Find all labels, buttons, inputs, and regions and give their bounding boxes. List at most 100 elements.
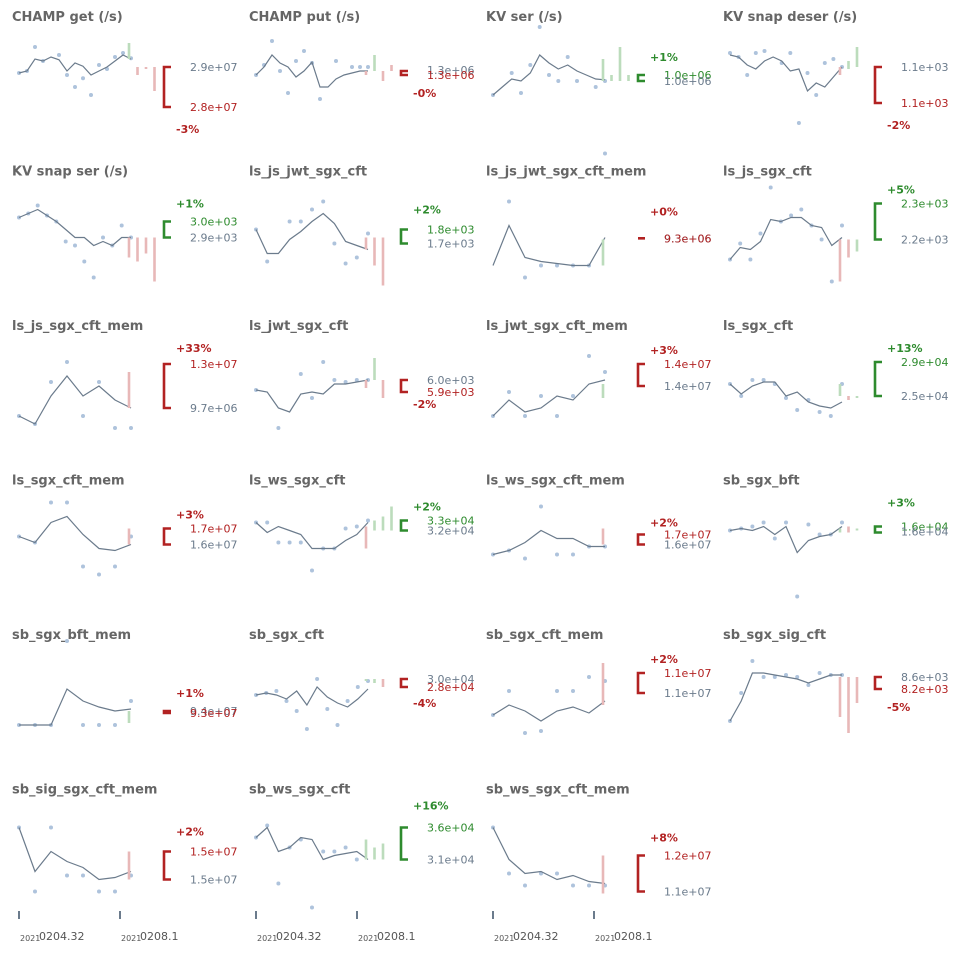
change-bar [153,238,156,282]
change-bar [847,240,850,258]
data-point [332,850,336,854]
value-label: 1.2e+07 [664,850,711,863]
change-bar [839,529,842,533]
change-bar [373,848,376,860]
change-bar [373,238,376,266]
value-label: 1.5e+07 [190,874,237,887]
data-point [325,707,329,711]
data-point [294,59,298,63]
value-label: 1.1e+07 [664,886,711,899]
data-point [81,723,85,727]
data-point [830,280,834,284]
range-bracket [401,230,408,244]
change-bar [382,238,385,286]
series-line [256,55,368,87]
percent-change-label: -3% [176,123,199,136]
range-bracket [638,364,645,386]
range-bracket [164,711,171,713]
data-point [566,55,570,59]
x-tick-end [593,911,595,919]
data-point [840,224,844,228]
data-point [344,846,348,850]
series-line [730,218,842,260]
chart-panel: KV ser (/s)1.0e+061.0e+06+1% [486,10,711,97]
series-line [730,55,842,91]
data-point [274,689,278,693]
data-point [97,63,101,67]
data-point [270,39,274,43]
data-point [344,527,348,531]
data-point [49,501,53,505]
data-point [507,689,511,693]
data-point [788,51,792,55]
percent-change-label: +5% [887,184,915,197]
value-label: 1.6e+04 [901,525,948,538]
value-label: 1.3e+07 [190,358,237,371]
percent-change-label: +3% [887,497,915,510]
data-point [555,414,559,418]
x-tick-year-end: 2021 [358,934,378,943]
data-point [113,55,117,59]
data-point [288,541,292,545]
range-bracket [638,75,645,81]
value-label: 1.7e+03 [427,238,474,251]
x-tick-label-start: 0204.32 [513,930,559,943]
data-point [820,238,824,242]
data-point [65,73,69,77]
data-point [299,372,303,376]
data-point [65,360,69,364]
range-bracket [875,204,882,240]
data-point [603,152,607,156]
data-point [814,93,818,97]
percent-change-label: +1% [176,198,204,211]
data-point [82,260,86,264]
data-point [769,186,773,190]
data-point [555,872,559,876]
chart-panel: ls_js_sgx_cft2.3e+032.2e+03+5% [723,165,948,284]
chart-panel: CHAMP put (/s) 1.3e+061.3e+06 -0% [249,10,474,101]
chart-panel: sb_ws_sgx_cft3.6e+043.1e+04+16% [249,783,474,910]
data-point [539,505,543,509]
data-point [346,699,350,703]
data-point [555,553,559,557]
value-label: 1.8e+03 [427,224,474,237]
value-label: 3.1e+04 [427,854,474,867]
data-point [286,91,290,95]
change-bar [128,852,131,880]
x-tick-year-end: 2021 [595,934,615,943]
value-label: 2.9e+03 [190,232,237,245]
value-label: 2.5e+04 [901,390,948,403]
change-bar [602,384,605,398]
change-bar [602,856,605,894]
data-point [795,595,799,599]
data-point [310,569,314,573]
change-bar [128,238,131,258]
data-point [113,426,117,430]
data-point [299,220,303,224]
range-bracket [638,535,645,545]
value-label: 2.8e+07 [190,101,237,114]
data-point [818,410,822,414]
range-bracket [875,677,882,689]
data-point [806,523,810,527]
value-label: 1.1e+07 [664,667,711,680]
data-point [829,414,833,418]
value-label: 8.2e+03 [901,683,948,696]
change-bar [128,43,131,59]
series-line [19,689,131,725]
change-bar [856,677,859,703]
data-point [81,414,85,418]
change-bar [839,67,842,75]
range-bracket [875,67,882,103]
panel-title: CHAMP get (/s) [12,10,123,25]
value-label: 1.5e+07 [190,846,237,859]
percent-change-label: +13% [887,342,923,355]
percent-change-label: +16% [413,800,449,813]
percent-change-label: +8% [650,832,678,845]
data-point [523,557,527,561]
change-bar [390,65,393,71]
data-point [748,258,752,262]
chart-panel: sb_sgx_bft1.6e+041.6e+04+3% [723,474,948,599]
data-point [728,51,732,55]
data-point [762,378,766,382]
